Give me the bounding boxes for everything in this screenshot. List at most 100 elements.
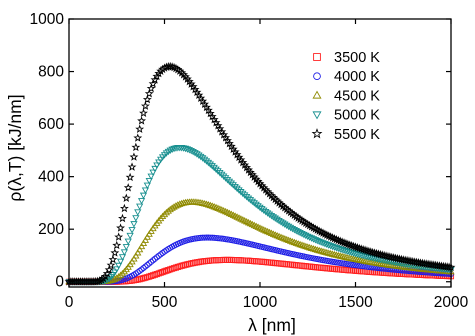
data-point	[323, 248, 331, 256]
data-point	[136, 203, 144, 211]
data-point	[118, 213, 127, 223]
data-point	[114, 232, 124, 241]
data-point	[244, 195, 253, 203]
series-4	[64, 61, 456, 286]
legend-label: 4000 K	[334, 69, 380, 85]
x-tick-label: 1000	[243, 294, 278, 311]
data-point	[207, 234, 214, 241]
data-point	[147, 173, 155, 181]
data-point	[123, 183, 133, 192]
data-point	[108, 254, 118, 264]
data-point	[140, 101, 150, 110]
data-point	[209, 114, 219, 124]
data-point	[221, 175, 230, 182]
data-point	[235, 257, 243, 264]
data-point	[98, 273, 108, 283]
data-point	[237, 257, 244, 264]
y-tick-label: 600	[38, 116, 64, 133]
data-point	[122, 244, 130, 251]
data-point	[328, 250, 337, 257]
data-point	[220, 173, 228, 180]
data-point	[281, 235, 289, 242]
data-point	[321, 248, 329, 255]
y-tick-label: 0	[55, 274, 64, 291]
data-point	[199, 155, 207, 162]
data-point	[127, 162, 137, 171]
data-point	[286, 237, 295, 244]
data-point	[246, 197, 255, 204]
plot-series	[64, 61, 456, 286]
data-point	[148, 79, 158, 88]
data-point	[130, 255, 138, 262]
data-point	[205, 108, 215, 118]
data-point	[237, 189, 245, 196]
legend-marker	[313, 72, 321, 81]
y-tick-label: 400	[38, 169, 64, 186]
data-point	[155, 252, 162, 259]
data-point	[197, 234, 204, 241]
data-point	[204, 105, 213, 115]
data-point	[290, 238, 299, 246]
data-point	[203, 234, 210, 241]
legend-label: 5000 K	[334, 108, 380, 124]
x-tick-label: 500	[152, 294, 178, 311]
data-point	[134, 249, 142, 256]
data-point	[243, 257, 250, 264]
plot-frame	[68, 18, 452, 288]
data-point	[209, 234, 216, 241]
data-point	[160, 210, 169, 218]
data-point	[227, 180, 235, 187]
data-point	[106, 260, 116, 269]
data-point	[132, 215, 140, 222]
data-point	[130, 221, 138, 228]
data-point	[360, 268, 367, 275]
data-point	[288, 238, 297, 245]
data-point	[151, 165, 159, 173]
data-point	[149, 257, 157, 264]
data-point	[136, 245, 144, 253]
data-point	[222, 256, 229, 263]
data-point	[139, 108, 148, 117]
data-point	[213, 121, 223, 130]
data-point	[139, 239, 148, 247]
data-point	[251, 258, 258, 265]
data-point	[210, 203, 218, 210]
data-point	[139, 192, 148, 200]
data-point	[146, 260, 153, 267]
data-point	[195, 234, 202, 242]
data-point	[242, 193, 251, 201]
data-point	[208, 163, 216, 170]
data-point	[158, 212, 167, 220]
data-point	[212, 203, 220, 211]
data-point	[250, 200, 258, 207]
data-point	[126, 232, 134, 240]
data-point	[218, 171, 226, 179]
data-point	[220, 256, 227, 264]
data-point	[208, 202, 216, 209]
data-point	[142, 263, 149, 270]
data-point	[200, 99, 210, 109]
data-point	[118, 269, 127, 277]
data-point	[148, 258, 155, 265]
data-point	[330, 250, 339, 258]
data-point	[211, 257, 218, 264]
data-point	[116, 258, 125, 266]
data-point	[210, 164, 218, 172]
data-point	[344, 267, 351, 274]
data-point	[245, 257, 252, 264]
y-axis: 0 200 400 600 800 1000	[30, 11, 451, 291]
data-point	[241, 257, 248, 264]
data-point	[118, 254, 127, 261]
data-point	[102, 268, 112, 278]
data-point	[212, 166, 220, 173]
data-point	[226, 256, 233, 263]
data-point	[249, 257, 256, 265]
data-point	[306, 243, 314, 251]
data-point	[292, 239, 300, 246]
data-point	[232, 257, 239, 264]
data-point	[300, 242, 308, 249]
data-point	[133, 133, 143, 142]
data-point	[138, 266, 145, 273]
data-point	[132, 252, 140, 259]
